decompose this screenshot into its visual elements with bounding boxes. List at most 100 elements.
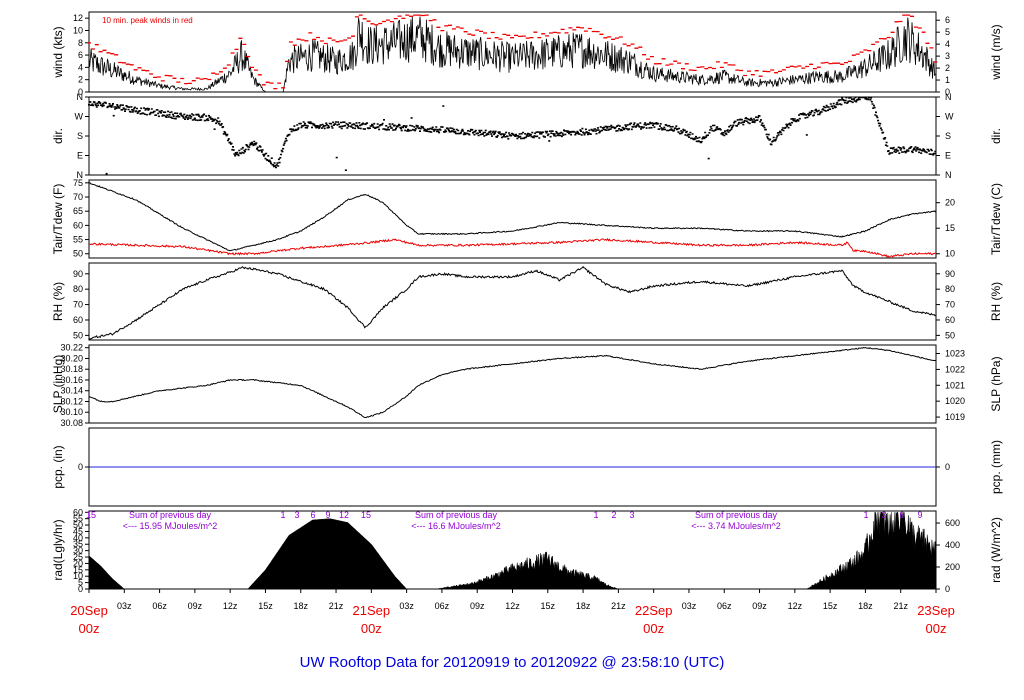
dewpoint-line <box>88 237 937 258</box>
pressure-line <box>88 346 937 418</box>
x-tick-label: 06z <box>717 601 732 611</box>
x-tick-label: 15z <box>541 601 556 611</box>
right-tick-label-dir: N <box>945 170 952 180</box>
right-tick-label-rad: 200 <box>945 562 960 572</box>
sun-hour-mark: 15 <box>361 510 371 520</box>
right-tick-label-dir: N <box>945 92 952 102</box>
left-tick-label-wind: 4 <box>78 62 83 72</box>
right-axis-label-rh: RH (%) <box>989 282 1003 321</box>
x-tick-label: 12z <box>505 601 520 611</box>
x-date-time-label: 00z <box>926 621 947 636</box>
x-tick-label: 18z <box>576 601 591 611</box>
chart-footer: UW Rooftop Data for 20120919 to 20120922… <box>300 654 725 671</box>
air-temperature-line <box>88 182 937 252</box>
x-tick-label: 18z <box>293 601 308 611</box>
right-axis-label-slp: SLP (hPa) <box>989 356 1003 411</box>
left-tick-label-rh: 90 <box>73 269 83 279</box>
left-tick-label-rh: 50 <box>73 330 83 340</box>
daily-radiation-sum: <--- 16.6 MJoules/m^2 <box>411 521 501 531</box>
right-tick-label-wind: 1 <box>945 75 950 85</box>
left-tick-label-rad: 50 <box>73 520 83 530</box>
left-axis-label-dir: dir. <box>51 128 65 144</box>
x-axis: 03z 06z 09z 12z 15z 18z 21z 03z 06z 09z 12z 15z 18z 2… <box>70 589 955 636</box>
x-tick-label: 12z <box>223 601 238 611</box>
right-tick-label-dir: E <box>945 151 951 161</box>
left-tick-label-temp: 65 <box>73 206 83 216</box>
x-tick-label: 18z <box>858 601 873 611</box>
x-date-label: 21Sep <box>353 603 391 618</box>
right-tick-label-slp: 1022 <box>945 364 965 374</box>
right-axis-label-pcp: pcp. (mm) <box>989 440 1003 494</box>
sun-hour-mark: 2 <box>611 510 616 520</box>
left-tick-label-rad: 60 <box>73 507 83 517</box>
left-tick-label-dir: S <box>77 131 83 141</box>
x-tick-label: 06z <box>435 601 450 611</box>
left-tick-label-temp: 60 <box>73 220 83 230</box>
right-tick-label-slp: 1023 <box>945 349 965 359</box>
x-tick-label: 15z <box>823 601 838 611</box>
left-axis-label-rad: rad(Lgly/hr) <box>51 519 65 580</box>
right-tick-label-pcp: 0 <box>945 462 950 472</box>
wind-peak-marks <box>87 14 938 90</box>
sun-hour-mark: 1 <box>863 510 868 520</box>
left-axis-label-pcp: pcp. (in) <box>51 445 65 488</box>
right-tick-label-slp: 1020 <box>945 396 965 406</box>
x-tick-label: 15z <box>258 601 273 611</box>
left-tick-label-slp: 30.18 <box>60 364 83 374</box>
right-tick-label-rad: 0 <box>945 584 950 594</box>
right-axis-label-wind: wind (m/s) <box>989 24 1003 80</box>
left-tick-label-wind: 10 <box>73 25 83 35</box>
humidity-line <box>88 265 937 340</box>
panel-frame-dir <box>88 96 937 176</box>
left-tick-label-rad: 10 <box>73 571 83 581</box>
panel-slp: SLP (inHg) SLP (hPa)30.0830.1030.1230.143… <box>51 343 1003 428</box>
x-tick-label: 21z <box>329 601 344 611</box>
sun-hour-mark: 6 <box>899 510 904 520</box>
right-tick-label-dir: S <box>945 131 951 141</box>
sun-hour-mark: 3 <box>629 510 634 520</box>
left-tick-label-temp: 55 <box>73 235 83 245</box>
sun-hour-mark: 6 <box>310 510 315 520</box>
right-tick-label-rh: 90 <box>945 269 955 279</box>
left-tick-label-temp: 70 <box>73 192 83 202</box>
x-date-time-label: 00z <box>643 621 664 636</box>
left-tick-label-rad: 55 <box>73 514 83 524</box>
right-tick-label-rh: 50 <box>945 330 955 340</box>
x-tick-label: 03z <box>682 601 697 611</box>
left-tick-label-rad: 20 <box>73 558 83 568</box>
wind-direction-points <box>88 96 937 175</box>
right-tick-label-dir: W <box>945 112 954 122</box>
panel-temp: Tair/Tdew (F) Tair/Tdew (C) 50 55 60 65 70 75 10… <box>51 178 1003 259</box>
x-date-time-label: 00z <box>79 621 100 636</box>
daily-radiation-sum: <--- 15.95 MJoules/m^2 <box>123 521 218 531</box>
sun-hour-mark: 9 <box>917 510 922 520</box>
panel-frame-slp <box>88 344 937 424</box>
sum-previous-day-label: Sum of previous day <box>415 510 498 520</box>
left-tick-label-rad: 0 <box>78 584 83 594</box>
x-tick-label: 21z <box>611 601 626 611</box>
right-tick-label-temp: 15 <box>945 223 955 233</box>
left-axis-label-slp: SLP (inHg) <box>51 355 65 413</box>
right-axis-label-temp: Tair/Tdew (C) <box>989 183 1003 255</box>
left-tick-label-wind: 12 <box>73 13 83 23</box>
daily-radiation-sum: <--- 3.74 MJoules/m^2 <box>691 521 781 531</box>
x-date-label: 20Sep <box>70 603 108 618</box>
sun-hour-mark: 1 <box>593 510 598 520</box>
left-tick-label-slp: 30.20 <box>60 353 83 363</box>
x-date-label: 22Sep <box>635 603 673 618</box>
sun-hour-mark: 9 <box>325 510 330 520</box>
right-tick-label-wind: 3 <box>945 51 950 61</box>
panel-frame-wind <box>88 11 937 93</box>
left-tick-label-slp: 30.12 <box>60 396 83 406</box>
wind-speed-line <box>88 15 936 93</box>
x-tick-label: 06z <box>152 601 167 611</box>
right-axis-label-dir: dir. <box>989 128 1003 144</box>
left-tick-label-slp: 30.16 <box>60 375 83 385</box>
right-tick-label-slp: 1021 <box>945 380 965 390</box>
right-tick-label-rh: 60 <box>945 315 955 325</box>
left-axis-label-rh: RH (%) <box>51 282 65 321</box>
left-tick-label-dir: N <box>77 170 84 180</box>
wind-annotation: 10 min. peak winds in red <box>102 16 193 25</box>
left-tick-label-dir: W <box>75 112 84 122</box>
